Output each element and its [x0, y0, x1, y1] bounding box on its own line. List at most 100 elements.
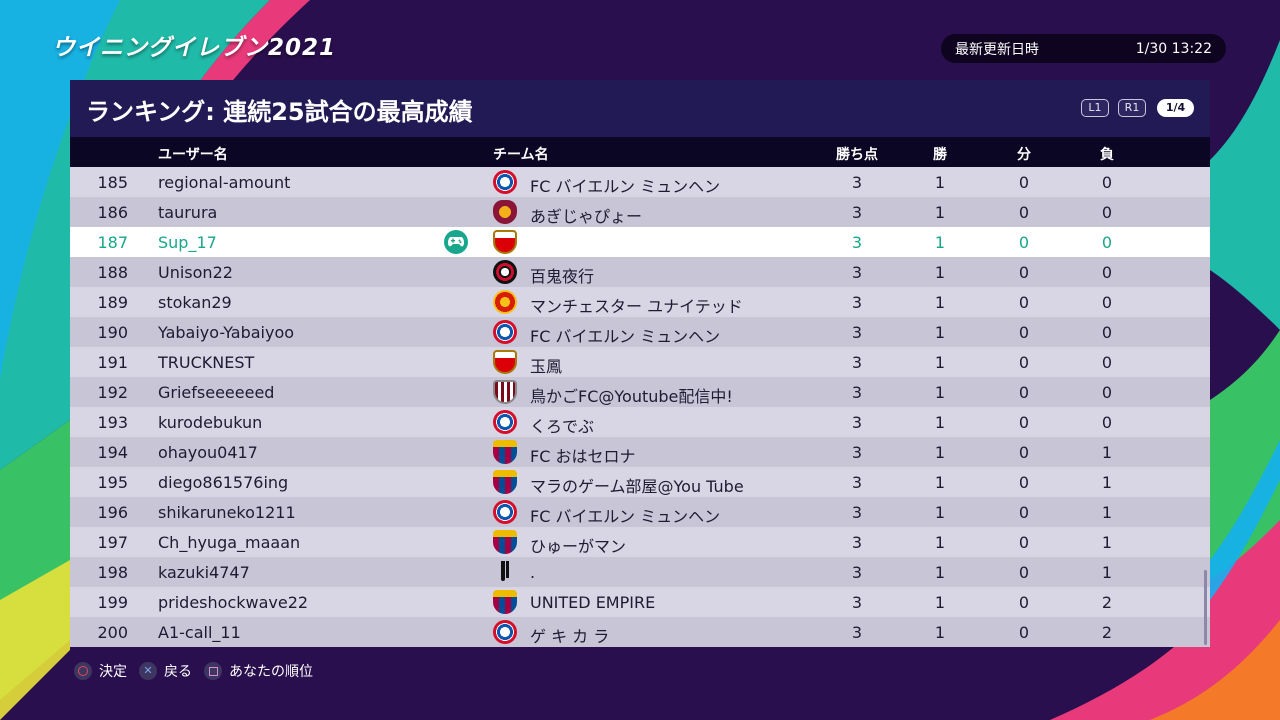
team-crest-icon	[493, 410, 517, 434]
losses-cell: 1	[1101, 533, 1113, 552]
username-cell: Yabaiyo-Yabaiyoo	[158, 323, 295, 342]
rank-cell: 190	[97, 323, 128, 342]
losses-cell: 0	[1101, 233, 1113, 252]
button-hints-footer: 決定 戻る あなたの順位	[74, 660, 325, 682]
controller-icon	[444, 230, 468, 254]
column-header-user: ユーザー名	[158, 147, 228, 163]
points-cell: 3	[851, 623, 863, 642]
points-cell: 3	[851, 533, 863, 552]
wins-cell: 1	[934, 503, 946, 522]
confirm-label: 決定	[99, 664, 127, 680]
draws-cell: 0	[1018, 293, 1030, 312]
table-row[interactable]: 185 regional-amount FC バイエルン ミュンヘン 3 1 0 0	[70, 167, 1210, 197]
team-name-cell: FC バイエルン ミュンヘン	[530, 177, 721, 196]
team-crest-icon	[493, 530, 517, 554]
scrollbar[interactable]	[1204, 570, 1207, 645]
rank-cell: 198	[97, 563, 128, 582]
team-crest-icon	[493, 440, 517, 464]
username-cell: regional-amount	[158, 173, 291, 192]
draws-cell: 0	[1018, 473, 1030, 492]
team-crest-icon	[493, 320, 517, 344]
losses-cell: 0	[1101, 323, 1113, 342]
table-row[interactable]: 196 shikaruneko1211 FC バイエルン ミュンヘン 3 1 0 1	[70, 497, 1210, 527]
table-row[interactable]: 193 kurodebukun くろでぶ 3 1 0 0	[70, 407, 1210, 437]
table-row-current-user[interactable]: 187 Sup_17 3 1 0 0	[70, 227, 1210, 257]
draws-cell: 0	[1018, 443, 1030, 462]
last-updated-badge: 最新更新日時 1/30 13:22	[941, 34, 1226, 63]
losses-cell: 2	[1101, 593, 1113, 612]
team-crest-icon	[493, 260, 517, 284]
table-row[interactable]: 192 Griefseeeeeed 鳥かごFC@Youtube配信中! 3 1 0 0	[70, 377, 1210, 407]
team-crest-icon	[493, 590, 517, 614]
table-column-header: ユーザー名 チーム名 勝ち点 勝 分 負	[70, 137, 1210, 167]
losses-cell: 0	[1101, 263, 1113, 282]
losses-cell: 1	[1101, 473, 1113, 492]
team-name-cell: .	[530, 563, 536, 582]
r1-button-hint[interactable]: R1	[1118, 99, 1146, 117]
wins-cell: 1	[934, 413, 946, 432]
column-header-losses: 負	[1100, 147, 1114, 163]
table-row[interactable]: 194 ohayou0417 FC おはセロナ 3 1 0 1	[70, 437, 1210, 467]
table-row[interactable]: 189 stokan29 マンチェスター ユナイテッド 3 1 0 0	[70, 287, 1210, 317]
table-row[interactable]: 191 TRUCKNEST 玉鳳 3 1 0 0	[70, 347, 1210, 377]
username-cell: A1-call_11	[158, 623, 241, 642]
losses-cell: 0	[1101, 413, 1113, 432]
points-cell: 3	[851, 563, 863, 582]
rank-cell: 196	[97, 503, 128, 522]
table-row[interactable]: 199 prideshockwave22 UNITED EMPIRE 3 1 0 2	[70, 587, 1210, 617]
table-row[interactable]: 190 Yabaiyo-Yabaiyoo FC バイエルン ミュンヘン 3 1 0 0	[70, 317, 1210, 347]
wins-cell: 1	[934, 293, 946, 312]
confirm-button-hint[interactable]: 決定	[74, 661, 127, 681]
my-rank-button-hint[interactable]: あなたの順位	[204, 661, 313, 681]
last-updated-value: 1/30 13:22	[1135, 40, 1212, 57]
l1-button-hint[interactable]: L1	[1081, 99, 1109, 117]
draws-cell: 0	[1018, 173, 1030, 192]
draws-cell: 0	[1018, 233, 1030, 252]
wins-cell: 1	[934, 383, 946, 402]
username-cell: ohayou0417	[158, 443, 258, 462]
rank-cell: 195	[97, 473, 128, 492]
draws-cell: 0	[1018, 353, 1030, 372]
draws-cell: 0	[1018, 323, 1030, 342]
wins-cell: 1	[934, 593, 946, 612]
losses-cell: 1	[1101, 503, 1113, 522]
team-name-cell: マンチェスター ユナイテッド	[530, 297, 743, 316]
points-cell: 3	[851, 353, 863, 372]
username-cell: kurodebukun	[158, 413, 263, 432]
team-name-cell: FC おはセロナ	[530, 447, 636, 466]
page-indicator: 1/4	[1157, 99, 1194, 117]
wins-cell: 1	[934, 233, 946, 252]
losses-cell: 1	[1101, 563, 1113, 582]
table-row[interactable]: 186 taurura あぎじゃぴょー 3 1 0 0	[70, 197, 1210, 227]
wins-cell: 1	[934, 623, 946, 642]
username-cell: prideshockwave22	[158, 593, 309, 612]
page-title: ランキング: 連続25試合の最高成績	[86, 98, 473, 126]
rank-cell: 185	[97, 173, 128, 192]
rank-cell: 189	[97, 293, 128, 312]
table-row[interactable]: 200 A1-call_11 ゲ キ カ ラ 3 1 0 2	[70, 617, 1210, 647]
losses-cell: 1	[1101, 443, 1113, 462]
team-name-cell: マラのゲーム部屋@You Tube	[530, 477, 744, 496]
team-crest-icon	[493, 470, 517, 494]
my-rank-label: あなたの順位	[229, 664, 313, 680]
table-row[interactable]: 195 diego861576ing マラのゲーム部屋@You Tube 3 1 0 1	[70, 467, 1210, 497]
table-row[interactable]: 188 Unison22 百鬼夜行 3 1 0 0	[70, 257, 1210, 287]
team-crest-icon	[493, 350, 517, 374]
draws-cell: 0	[1018, 203, 1030, 222]
losses-cell: 0	[1101, 293, 1113, 312]
points-cell: 3	[851, 173, 863, 192]
table-row[interactable]: 198 kazuki4747. 3 1 0 1	[70, 557, 1210, 587]
circle-button-icon	[74, 662, 92, 680]
rank-cell: 191	[97, 353, 128, 372]
rank-cell: 200	[97, 623, 128, 642]
draws-cell: 0	[1018, 503, 1030, 522]
team-name-cell: ひゅーがマン	[530, 537, 627, 556]
rank-cell: 186	[97, 203, 128, 222]
back-button-hint[interactable]: 戻る	[139, 661, 192, 681]
table-row[interactable]: 197 Ch_hyuga_maaan ひゅーがマン 3 1 0 1	[70, 527, 1210, 557]
team-name-cell: ゲ キ カ ラ	[530, 627, 610, 646]
username-cell: diego861576ing	[158, 473, 289, 492]
points-cell: 3	[851, 413, 863, 432]
wins-cell: 1	[934, 323, 946, 342]
draws-cell: 0	[1018, 383, 1030, 402]
